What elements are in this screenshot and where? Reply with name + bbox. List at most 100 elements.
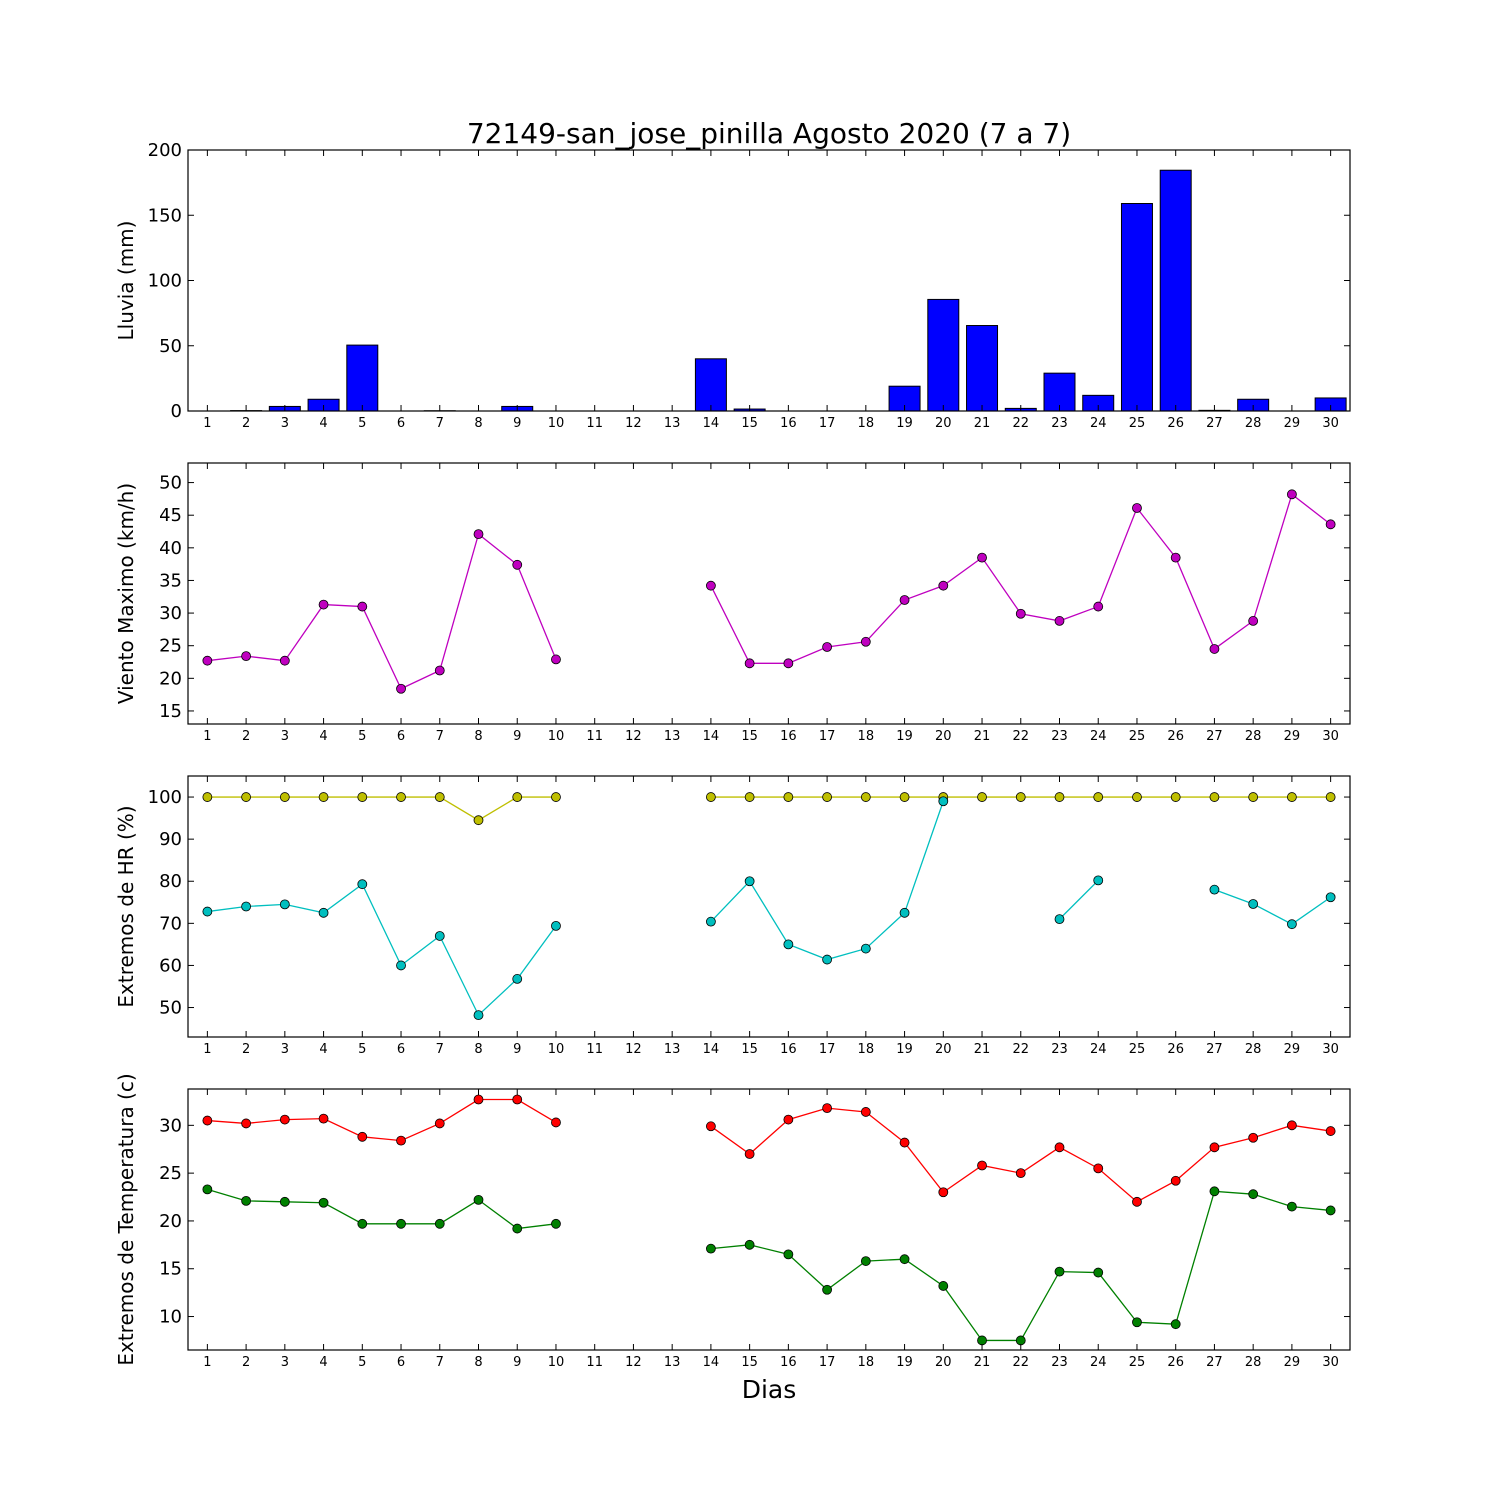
x-tick-label: 14 <box>703 1042 720 1057</box>
series-1-point-day-23 <box>1054 792 1065 802</box>
y-tick-label: 80 <box>159 871 182 892</box>
series-2-line <box>207 883 557 1017</box>
series-2-point-day-1 <box>202 1184 213 1195</box>
y-tick-label: 30 <box>159 603 182 624</box>
x-tick-label: 22 <box>1012 729 1029 744</box>
x-tick-label: 24 <box>1090 416 1107 431</box>
x-tick-label: 30 <box>1322 416 1339 431</box>
series-1-point-day-30 <box>1325 792 1336 802</box>
series-2-point-day-27 <box>1209 884 1220 895</box>
x-tick-label: 15 <box>741 729 758 744</box>
series-1-point-day-22 <box>1015 1168 1026 1179</box>
series-1-point-day-19 <box>899 1137 910 1148</box>
x-tick-label: 10 <box>548 416 565 431</box>
x-tick-label: 5 <box>358 1355 366 1370</box>
series-1-point-day-14 <box>706 1121 716 1132</box>
x-tick-label: 28 <box>1245 416 1262 431</box>
series-1-point-day-2 <box>241 651 252 662</box>
x-tick-label: 8 <box>474 416 482 431</box>
x-tick-label: 7 <box>436 1042 444 1057</box>
x-tick-label: 4 <box>319 1355 327 1370</box>
series-2-point-day-2 <box>241 901 252 912</box>
series-1-point-day-25 <box>1132 792 1142 802</box>
figure-title: 72149-san_jose_pinilla Agosto 2020 (7 a … <box>467 117 1071 150</box>
series-2-point-day-15 <box>744 1239 755 1250</box>
y-tick-label: 50 <box>159 998 182 1019</box>
series-2-point-day-30 <box>1325 892 1336 903</box>
x-tick-label: 15 <box>741 1042 758 1057</box>
bar-day-14 <box>694 358 727 412</box>
x-tick-label: 19 <box>896 729 913 744</box>
x-tick-label: 12 <box>625 1042 642 1057</box>
series-2-point-day-10 <box>551 920 561 931</box>
series-1-point-day-8 <box>473 815 484 826</box>
x-tick-label: 29 <box>1284 416 1301 431</box>
x-tick-label: 6 <box>397 1355 405 1370</box>
x-tick-label: 27 <box>1206 416 1223 431</box>
series-1-point-day-15 <box>744 1149 755 1159</box>
series-2-point-day-16 <box>783 1249 794 1260</box>
x-tick-label: 1 <box>203 1355 211 1370</box>
series-1-point-day-10 <box>551 792 561 802</box>
series-1-point-day-16 <box>783 1114 794 1125</box>
x-tick-label: 6 <box>397 729 405 744</box>
x-tick-label: 27 <box>1206 1355 1223 1370</box>
x-tick-label: 4 <box>319 729 327 744</box>
x-tick-label: 25 <box>1129 1355 1146 1370</box>
x-tick-label: 16 <box>780 416 797 431</box>
y-tick-label: 100 <box>148 271 182 292</box>
x-tick-label: 30 <box>1322 1355 1339 1370</box>
series-1-point-day-9 <box>512 559 523 570</box>
series-2-point-day-29 <box>1287 919 1297 930</box>
series-1-point-day-28 <box>1248 616 1259 626</box>
series-1-point-day-21 <box>977 792 987 802</box>
series-2-point-day-20 <box>938 1281 949 1291</box>
x-tick-label: 11 <box>586 1042 603 1057</box>
series-1-point-day-2 <box>241 792 252 802</box>
y-tick-label: 10 <box>159 1307 182 1328</box>
series-2-point-day-17 <box>822 954 832 965</box>
x-tick-label: 14 <box>703 729 720 744</box>
series-2-point-day-23 <box>1054 1266 1065 1277</box>
x-tick-label: 2 <box>242 1355 250 1370</box>
series-1-point-day-21 <box>977 552 987 563</box>
series-1-point-day-30 <box>1325 1126 1336 1136</box>
x-tick-label: 27 <box>1206 1042 1223 1057</box>
series-2-point-day-7 <box>434 1218 445 1229</box>
series-2-point-day-17 <box>822 1284 832 1295</box>
series-1-point-day-24 <box>1093 792 1104 802</box>
series-1-point-day-1 <box>202 792 213 802</box>
y-tick-label: 50 <box>159 336 182 357</box>
series-1-point-day-24 <box>1093 1163 1104 1174</box>
x-tick-label: 17 <box>819 729 836 744</box>
x-tick-label: 26 <box>1167 1355 1184 1370</box>
x-tick-label: 16 <box>780 1355 797 1370</box>
x-tick-label: 20 <box>935 729 952 744</box>
x-tick-label: 13 <box>664 1355 681 1370</box>
series-2-point-day-29 <box>1287 1201 1297 1212</box>
series-1-line <box>207 1098 557 1142</box>
y-axis-label: Extremos de Temperatura (c) <box>114 1073 138 1365</box>
series-1-point-day-26 <box>1170 792 1181 802</box>
bar-day-20 <box>927 298 960 412</box>
x-tick-label: 16 <box>780 729 797 744</box>
series-1-point-day-30 <box>1325 519 1336 530</box>
x-tick-label: 16 <box>780 1042 797 1057</box>
series-2-point-day-6 <box>396 960 406 971</box>
y-axis-label: Lluvia (mm) <box>114 221 138 341</box>
x-tick-label: 4 <box>319 1042 327 1057</box>
y-tick-label: 100 <box>148 787 182 808</box>
x-tick-label: 17 <box>819 416 836 431</box>
y-axis-label: Viento Maximo (km/h) <box>114 483 138 704</box>
series-2-point-day-7 <box>434 931 445 941</box>
series-1-point-day-19 <box>899 595 910 605</box>
x-tick-label: 11 <box>586 416 603 431</box>
x-tick-label: 9 <box>513 729 521 744</box>
series-1-point-day-28 <box>1248 1132 1259 1143</box>
x-tick-label: 24 <box>1090 1355 1107 1370</box>
